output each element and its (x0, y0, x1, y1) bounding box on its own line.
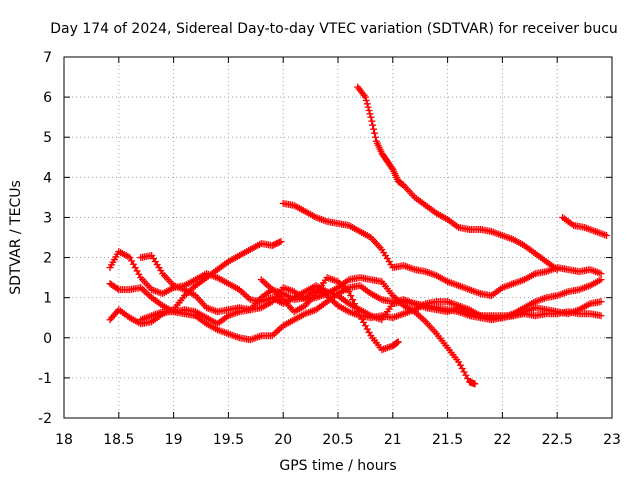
x-tick-label: 18.5 (103, 432, 134, 448)
data-point (553, 266, 561, 274)
data-point (277, 238, 285, 246)
data-point (349, 296, 357, 304)
data-point (360, 91, 368, 99)
ticks: 18 18.5 19 19.5 20 20.5 21 21.5 22 22.5 23-2-10123… (38, 50, 621, 448)
y-tick-label: 2 (43, 251, 52, 267)
data-point (347, 292, 355, 300)
y-tick-label: 5 (43, 130, 52, 146)
data-point (352, 304, 360, 312)
series-s8 (354, 83, 561, 274)
data-point (366, 110, 374, 118)
x-tick-label: 19 (165, 432, 183, 448)
y-tick-label: 7 (43, 50, 52, 66)
data-point (471, 380, 479, 388)
y-tick-label: 0 (43, 331, 52, 347)
y-tick-label: 6 (43, 90, 52, 106)
y-tick-label: -2 (38, 411, 52, 427)
data-point (368, 117, 376, 125)
data-point (597, 276, 605, 284)
data-point (362, 96, 370, 104)
data-point (276, 238, 284, 246)
y-tick-label: 1 (43, 291, 52, 307)
data-point (367, 113, 375, 121)
data-point (370, 125, 378, 133)
x-tick-label: 23 (603, 432, 621, 448)
data-point (350, 300, 358, 308)
x-tick-label: 19.5 (213, 432, 244, 448)
series-s7 (279, 199, 605, 300)
data-point (371, 129, 379, 137)
series-s9 (559, 213, 611, 239)
x-tick-label: 18 (55, 432, 73, 448)
grid (64, 57, 612, 418)
x-axis-title: GPS time / hours (279, 458, 396, 474)
x-tick-label: 21.5 (432, 432, 463, 448)
y-tick-label: -1 (38, 371, 52, 387)
y-tick-label: 3 (43, 210, 52, 226)
x-tick-label: 22.5 (542, 432, 573, 448)
data-point (345, 288, 353, 296)
x-tick-label: 21 (384, 432, 402, 448)
x-tick-label: 20 (274, 432, 292, 448)
series-group (106, 83, 611, 388)
data-point (371, 133, 379, 141)
data-point (365, 106, 373, 114)
chart-title: Day 174 of 2024, Sidereal Day-to-day VTE… (50, 21, 618, 37)
y-axis-title: SDTVAR / TECUs (8, 180, 24, 295)
y-tick-label: 4 (43, 170, 52, 186)
data-point (369, 121, 377, 129)
data-point (363, 100, 371, 108)
data-point (113, 285, 121, 293)
data-point (364, 103, 372, 111)
plot-frame (63, 56, 613, 419)
series-s6 (257, 276, 605, 322)
x-tick-label: 22 (493, 432, 511, 448)
series-line (357, 86, 558, 271)
data-point (597, 270, 605, 278)
data-point (393, 338, 401, 346)
data-point (394, 338, 402, 346)
data-point (597, 298, 605, 306)
x-tick-label: 20.5 (322, 432, 353, 448)
data-point (361, 93, 369, 101)
data-point (603, 231, 611, 239)
data-point (597, 312, 605, 320)
